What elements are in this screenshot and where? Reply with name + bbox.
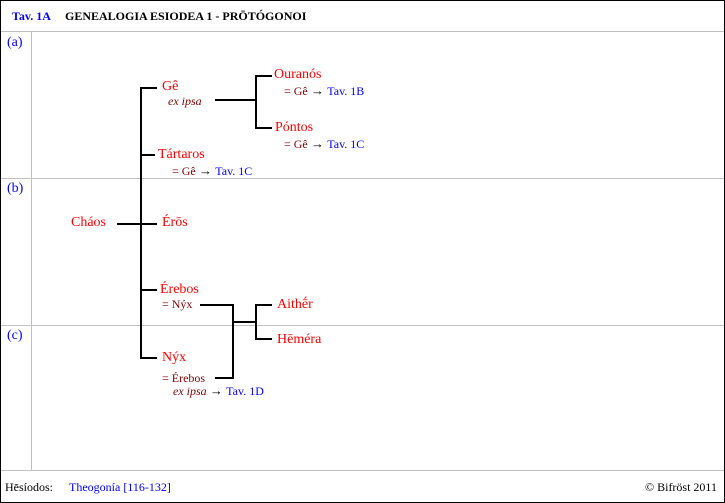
node-erebos: Érebos xyxy=(160,282,199,297)
ouranos-eq: = Gê xyxy=(284,84,308,98)
copyright: © Bifröst 2011 xyxy=(644,480,717,494)
node-aither: Aithḗr xyxy=(277,297,313,312)
ge-note: ex ipsa xyxy=(168,94,202,108)
pontos-ref: = Gê → Tav. 1C xyxy=(284,136,365,152)
node-chaos: Cháos xyxy=(71,215,106,230)
pontos-eq: = Gê xyxy=(284,137,308,151)
node-tartaros: Tártaros xyxy=(158,147,205,162)
arrow-icon: → xyxy=(199,163,213,178)
link-tav-1c[interactable]: Tav. 1C xyxy=(215,164,253,178)
node-ge: Gê xyxy=(162,79,179,94)
footer-author: Hēsíodos: xyxy=(5,480,53,494)
section-label-a: (a) xyxy=(7,35,23,50)
nyx-ref: ex ipsa → Tav. 1D xyxy=(173,383,264,399)
source-link[interactable]: Theogonía [116-132] xyxy=(69,480,171,494)
ouranos-ref: = Gê → Tav. 1B xyxy=(284,83,365,99)
erebos-eq: = Nýx xyxy=(162,297,193,311)
tartaros-eq: = Gê xyxy=(172,164,196,178)
nyx-eq: = Érebos xyxy=(162,371,206,385)
node-nyx: Nýx xyxy=(162,350,187,365)
node-eros: Érōs xyxy=(162,215,188,230)
page-title: GENEALOGIA ESIODEA 1 - PRŌTÓGONOI xyxy=(65,9,307,23)
tartaros-ref: = Gê → Tav. 1C xyxy=(172,163,253,179)
arrow-icon: → xyxy=(311,83,325,98)
table-id: Tav. 1A xyxy=(12,9,51,23)
arrow-icon: → xyxy=(209,383,223,398)
section-label-b: (b) xyxy=(7,181,24,196)
section-label-c: (c) xyxy=(7,328,23,343)
link-tav-1c[interactable]: Tav. 1C xyxy=(327,137,365,151)
nyx-note: ex ipsa xyxy=(173,384,207,398)
node-hemera: Hēméra xyxy=(277,332,322,347)
link-tav-1d[interactable]: Tav. 1D xyxy=(226,384,264,398)
node-pontos: Póntos xyxy=(275,120,314,135)
arrow-icon: → xyxy=(311,136,325,151)
link-tav-1b[interactable]: Tav. 1B xyxy=(327,84,365,98)
node-ouranos: Ouranós xyxy=(274,67,322,82)
